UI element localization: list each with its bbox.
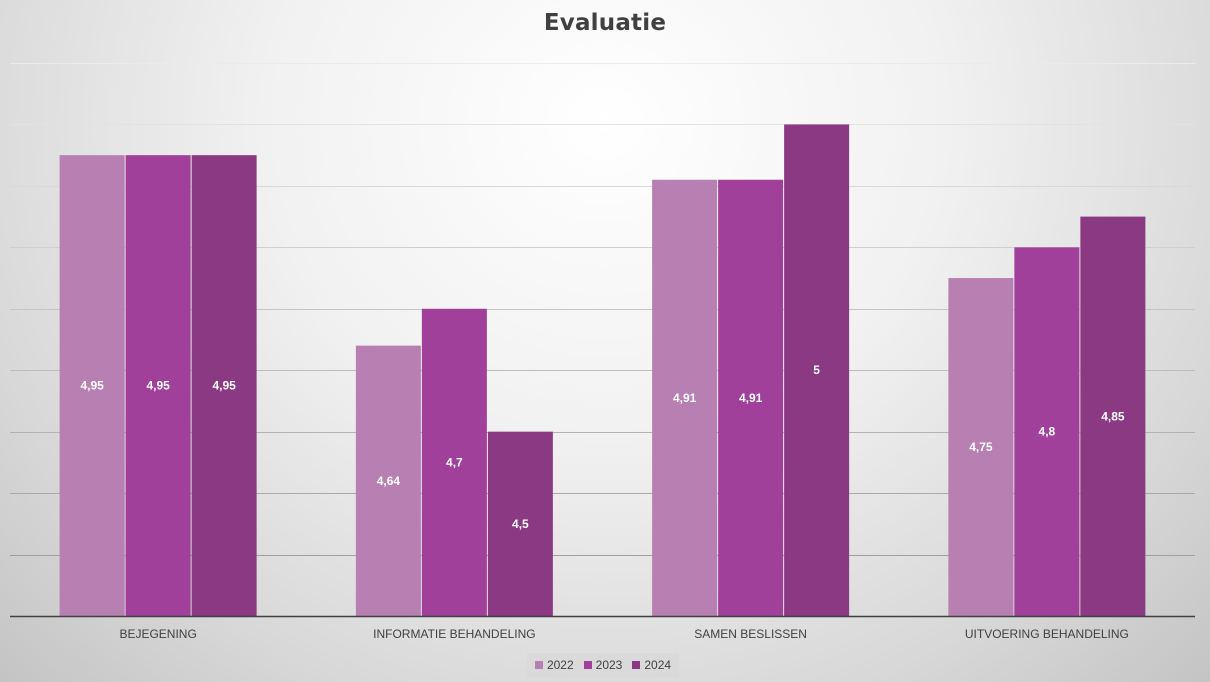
bar xyxy=(125,155,191,616)
bar xyxy=(652,179,718,616)
data-label: 4,75 xyxy=(969,440,993,454)
bar xyxy=(191,155,257,616)
data-label: 4,5 xyxy=(512,517,529,531)
bar xyxy=(948,278,1014,616)
data-label: 4,95 xyxy=(212,379,236,393)
data-label: 5 xyxy=(813,363,820,377)
legend: 2022 2023 2024 xyxy=(527,653,679,677)
data-label: 4,91 xyxy=(673,391,697,405)
x-tick-label: BEJEGENING xyxy=(119,627,196,641)
x-tick-label: UITVOERING BEHANDELING xyxy=(965,627,1129,641)
legend-label: 2023 xyxy=(595,658,623,672)
legend-label: 2024 xyxy=(644,658,672,672)
legend-label: 2022 xyxy=(546,658,574,672)
bar xyxy=(718,179,784,616)
bar xyxy=(421,308,487,616)
x-tick-label: INFORMATIE BEHANDELING xyxy=(373,627,535,641)
data-label: 4,7 xyxy=(446,455,463,469)
legend-swatch xyxy=(632,661,641,669)
data-label: 4,91 xyxy=(739,391,763,405)
bar xyxy=(784,124,850,616)
bar xyxy=(1014,247,1080,617)
bar xyxy=(1080,216,1146,616)
bar xyxy=(355,345,421,616)
legend-swatch xyxy=(534,661,543,669)
chart-title: Evaluatie xyxy=(543,10,667,36)
data-label: 4,95 xyxy=(80,379,104,393)
legend-item: 2022 xyxy=(534,658,574,672)
bar xyxy=(59,155,125,616)
legend-item: 2024 xyxy=(632,658,671,672)
data-label: 4,95 xyxy=(146,379,170,393)
data-label: 4,8 xyxy=(1039,425,1056,439)
data-label: 4,85 xyxy=(1101,409,1125,423)
bar xyxy=(487,431,553,616)
legend-item: 2023 xyxy=(583,658,623,672)
data-label: 4,64 xyxy=(377,474,401,488)
x-tick-label: SAMEN BESLISSEN xyxy=(694,627,807,641)
legend-swatch xyxy=(583,661,592,669)
